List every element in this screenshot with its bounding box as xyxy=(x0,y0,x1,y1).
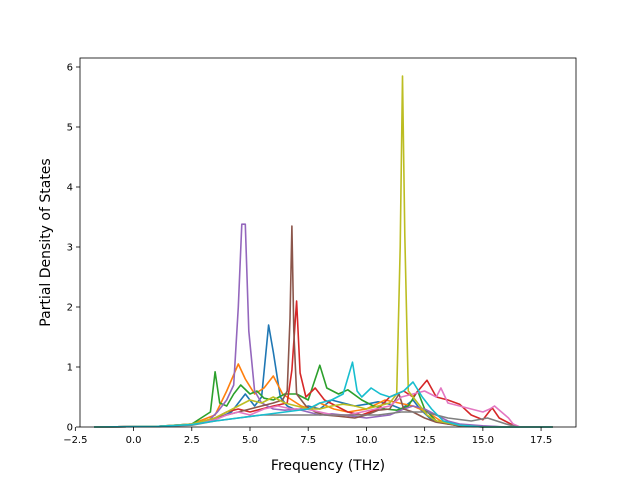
x-tick-label: 12.5 xyxy=(414,435,436,446)
plot-area-frame xyxy=(79,57,577,428)
y-tick-label: 2 xyxy=(67,303,73,314)
plot-series-group xyxy=(93,75,553,428)
y-tick-label: 0 xyxy=(67,423,73,434)
y-axis-label: Partial Density of States xyxy=(38,158,54,326)
x-tick-label: 2.5 xyxy=(184,435,200,446)
series-line-7 xyxy=(93,387,553,428)
x-tick-label: 7.5 xyxy=(300,435,316,446)
series-line-9 xyxy=(93,75,553,428)
y-tick-label: 1 xyxy=(67,363,73,374)
y-tick-label: 4 xyxy=(67,183,73,194)
x-tick-label: 0.0 xyxy=(126,435,142,446)
x-tick-label: 10.0 xyxy=(355,435,377,446)
x-tick-label: 15.0 xyxy=(472,435,494,446)
x-axis-label: Frequency (THz) xyxy=(271,458,385,474)
y-tick-label: 5 xyxy=(67,123,73,134)
x-tick-label: −2.5 xyxy=(63,435,87,446)
x-tick-label: 5.0 xyxy=(242,435,258,446)
series-line-6 xyxy=(93,225,553,428)
x-tick-label: 17.5 xyxy=(530,435,552,446)
y-axis: 0 1 2 3 4 5 6 xyxy=(67,63,80,434)
x-axis: −2.5 0.0 2.5 5.0 7.5 10.0 12.5 15.0 17.5 xyxy=(63,427,552,446)
series-line-10 xyxy=(93,361,553,428)
series-line-5 xyxy=(93,223,553,428)
y-tick-label: 3 xyxy=(67,243,73,254)
y-tick-label: 6 xyxy=(67,63,73,74)
